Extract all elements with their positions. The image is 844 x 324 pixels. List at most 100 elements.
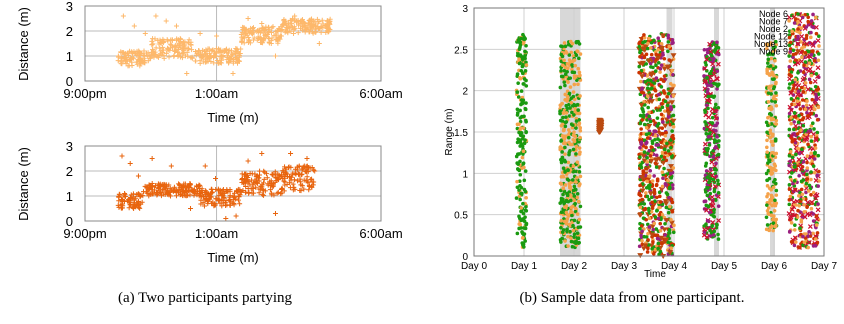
data-point <box>640 229 644 233</box>
data-point <box>661 176 665 181</box>
data-point <box>661 120 665 124</box>
data-point <box>571 90 576 94</box>
data-point <box>523 239 527 243</box>
data-point <box>638 48 643 52</box>
data-point <box>279 26 285 32</box>
data-point <box>566 234 570 239</box>
data-point <box>663 109 667 113</box>
data-point <box>577 70 582 75</box>
data-point <box>657 194 662 199</box>
data-point <box>145 58 151 64</box>
data-point <box>152 183 158 189</box>
data-point <box>647 208 651 213</box>
data-point <box>286 180 292 186</box>
data-point <box>804 33 809 38</box>
data-point <box>806 189 811 193</box>
data-point <box>183 188 189 194</box>
data-point <box>812 157 817 161</box>
data-point <box>523 189 528 194</box>
data-point <box>807 230 811 234</box>
data-point <box>518 40 523 45</box>
data-point <box>789 221 794 225</box>
data-point <box>645 86 650 90</box>
data-point <box>809 170 813 174</box>
data-point <box>765 203 769 207</box>
data-point <box>558 85 563 90</box>
data-point <box>270 24 276 30</box>
data-point <box>712 166 717 171</box>
data-point <box>518 76 523 81</box>
data-point <box>787 163 792 168</box>
data-point <box>639 165 644 170</box>
data-point <box>201 203 207 209</box>
data-point <box>769 56 774 61</box>
data-point <box>520 155 525 160</box>
data-point <box>573 206 578 211</box>
data-point <box>572 169 576 174</box>
data-point <box>804 41 810 47</box>
data-point <box>563 72 568 77</box>
data-point <box>790 155 795 160</box>
data-point <box>638 54 642 59</box>
data-point <box>193 183 199 189</box>
data-point <box>562 58 566 63</box>
data-point <box>152 36 158 42</box>
data-point <box>198 192 204 198</box>
data-point <box>765 145 769 150</box>
data-point <box>246 190 252 196</box>
data-point <box>787 33 792 37</box>
data-point <box>561 166 566 170</box>
data-point <box>796 120 801 125</box>
data-point <box>165 46 171 52</box>
chart-a1-ytick-label: 1 <box>66 49 73 64</box>
data-point <box>637 244 642 249</box>
data-point <box>787 72 792 77</box>
data-point <box>656 246 660 251</box>
data-point <box>524 84 529 88</box>
data-point <box>640 197 645 202</box>
data-point <box>206 54 212 60</box>
data-point <box>795 60 801 66</box>
data-point <box>708 176 713 181</box>
data-point <box>661 66 668 72</box>
data-point <box>569 239 574 244</box>
data-point <box>250 27 256 33</box>
data-point <box>575 102 580 107</box>
data-point <box>771 185 776 190</box>
data-point <box>663 233 667 237</box>
data-point <box>705 138 709 142</box>
data-point <box>671 166 676 170</box>
data-point <box>209 190 215 196</box>
data-point <box>124 198 130 204</box>
data-point <box>213 176 219 181</box>
data-point <box>660 33 667 39</box>
data-point <box>280 21 286 27</box>
data-point <box>644 217 648 222</box>
data-point <box>712 81 716 86</box>
data-point <box>803 60 808 64</box>
data-point <box>789 121 793 126</box>
data-point <box>799 40 803 44</box>
data-point <box>769 113 774 117</box>
data-point <box>808 21 814 27</box>
data-point <box>702 47 707 52</box>
data-point <box>183 187 189 193</box>
data-point <box>713 116 719 121</box>
data-point <box>137 205 143 211</box>
data-point <box>809 52 814 57</box>
data-point <box>813 195 819 201</box>
data-point <box>799 128 803 132</box>
chart-b-ytick-label: 1 <box>462 169 468 180</box>
data-point <box>639 233 643 238</box>
data-point <box>810 89 816 95</box>
data-point <box>795 101 801 107</box>
data-point <box>168 163 174 169</box>
data-point <box>266 36 272 42</box>
data-point <box>516 95 521 99</box>
data-point <box>567 150 571 155</box>
data-point <box>136 49 142 55</box>
data-point <box>292 13 298 19</box>
data-point <box>194 50 200 56</box>
data-point <box>816 184 820 188</box>
data-point <box>707 134 711 139</box>
